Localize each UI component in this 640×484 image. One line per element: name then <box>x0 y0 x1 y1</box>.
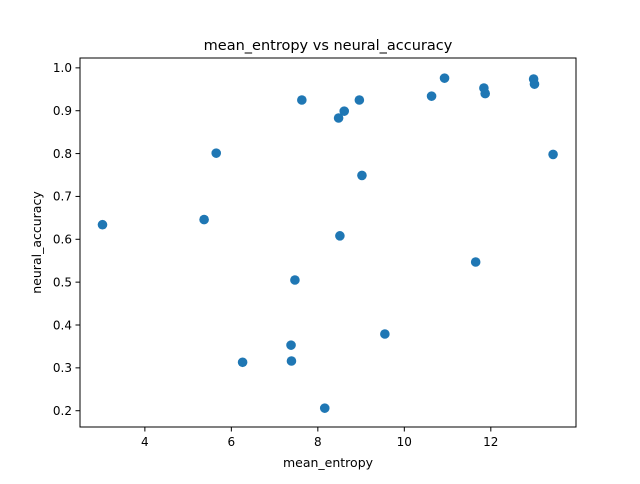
data-point-6 <box>286 356 297 366</box>
data-point-8 <box>297 95 307 105</box>
data-point-16 <box>426 91 437 101</box>
data-point-10 <box>333 113 344 123</box>
data-point-1 <box>97 219 108 230</box>
data-point-4 <box>237 357 248 368</box>
y-tick-label: 0.3 <box>53 361 72 375</box>
chart-title: mean_entropy vs neural_accuracy <box>204 38 453 54</box>
data-point-22 <box>529 79 540 89</box>
data-point-18 <box>470 257 481 267</box>
data-point-15 <box>380 329 390 339</box>
data-point-20 <box>480 88 490 99</box>
x-axis-label: mean_entropy <box>283 455 374 470</box>
axis-ticks: 4 6 8 10 12 0.2 0.3 0.4 0.5 0.6 0.7 0.8 0.9 1.0 <box>53 61 499 449</box>
y-tick-label: 1.0 <box>53 61 72 75</box>
y-tick-label: 0.5 <box>53 275 72 289</box>
x-tick-label: 10 <box>397 435 412 449</box>
y-axis-label: neural_accuracy <box>29 191 44 294</box>
y-tick-label: 0.2 <box>53 404 72 418</box>
data-points <box>97 73 558 413</box>
data-point-11 <box>335 231 345 241</box>
data-point-13 <box>354 95 365 105</box>
data-point-5 <box>286 340 296 350</box>
x-tick-label: 6 <box>228 435 236 449</box>
y-tick-label: 0.6 <box>53 233 72 247</box>
data-point-9 <box>319 403 330 413</box>
plot-area-frame <box>79 57 577 428</box>
y-tick-label: 0.8 <box>53 147 72 161</box>
x-tick-label: 8 <box>314 435 322 449</box>
data-point-7 <box>290 275 300 285</box>
data-point-17 <box>439 73 450 83</box>
x-tick-label: 4 <box>141 435 149 449</box>
data-point-23 <box>548 149 558 160</box>
y-tick-label: 0.9 <box>53 104 72 118</box>
x-tick-label: 12 <box>483 435 498 449</box>
data-point-14 <box>357 170 367 181</box>
y-tick-label: 0.7 <box>53 190 72 204</box>
data-point-3 <box>211 148 222 158</box>
y-tick-label: 0.4 <box>53 318 72 332</box>
data-point-2 <box>199 214 209 225</box>
data-point-12 <box>339 106 350 116</box>
